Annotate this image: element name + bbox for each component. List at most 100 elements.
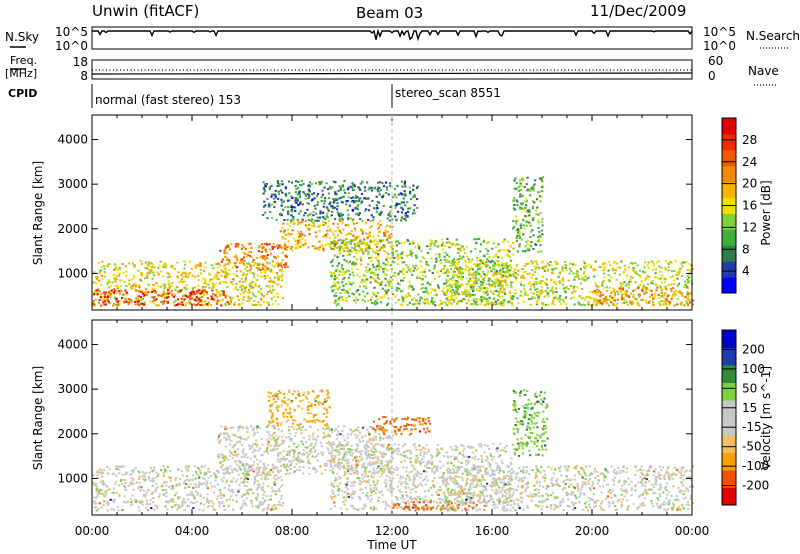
power-echo-cell <box>330 247 333 250</box>
power-echo-cell <box>320 212 323 214</box>
velocity-echo-cell <box>287 429 290 432</box>
velocity-echo-cell <box>225 481 228 484</box>
power-echo-cell <box>672 287 675 289</box>
velocity-echo-cell <box>269 444 272 447</box>
power-echo-cell <box>519 182 522 185</box>
velocity-echo-cell <box>178 482 181 485</box>
velocity-echo-cell <box>391 434 395 437</box>
velocity-echo-cell <box>142 478 145 481</box>
power-echo-cell <box>325 215 328 218</box>
power-echo-cell <box>437 286 441 289</box>
power-echo-cell <box>686 291 689 294</box>
power-echo-cell <box>522 219 525 222</box>
power-echo-cell <box>525 224 528 227</box>
power-echo-cell <box>341 274 344 276</box>
velocity-echo-cell <box>138 481 141 484</box>
power-echo-cell <box>664 298 668 301</box>
power-echo-cell <box>518 245 521 248</box>
power-echo-cell <box>522 250 525 253</box>
velocity-echo-cell <box>168 485 171 488</box>
power-echo-cell <box>543 281 547 284</box>
power-echo-cell <box>521 202 524 205</box>
power-echo-cell <box>318 181 321 184</box>
power-echo-cell <box>261 266 264 269</box>
power-echo-cell <box>505 284 508 287</box>
power-echo-cell <box>298 195 301 198</box>
velocity-echo-cell <box>294 431 298 434</box>
power-echo-cell <box>618 273 621 276</box>
nsky-trace <box>92 28 693 42</box>
power-echo-cell <box>607 260 610 263</box>
power-echo-cell <box>415 186 418 189</box>
power-echo-cell <box>367 243 371 246</box>
power-echo-cell <box>219 249 222 252</box>
power-echo-cell <box>496 277 499 280</box>
velocity-echo-cell <box>165 495 168 498</box>
power-echo-cell <box>333 245 336 248</box>
power-echo-cell <box>340 232 343 234</box>
power-echo-cell <box>146 264 149 266</box>
power-echo-cell <box>115 291 118 294</box>
power-echo-cell <box>516 273 519 276</box>
power-echo-cell <box>109 284 112 287</box>
power-echo-cell <box>217 262 220 265</box>
power-echo-cell <box>632 269 635 272</box>
velocity-echo-cell <box>241 505 244 508</box>
power-echo-cell <box>138 286 141 289</box>
power-echo-cell <box>425 263 428 266</box>
power-echo-cell <box>418 247 421 250</box>
power-echo-cell <box>382 262 385 265</box>
power-echo-cell <box>184 304 187 307</box>
power-echo-cell <box>345 290 348 293</box>
power-echo-cell <box>599 295 602 298</box>
power-echo-cell <box>356 267 359 270</box>
power-echo-cell <box>142 292 145 295</box>
power-echo-cell <box>576 275 579 278</box>
power-echo-cell <box>116 287 120 290</box>
power-echo-cell <box>183 280 186 283</box>
power-echo-cell <box>540 282 543 285</box>
power-echo-cell <box>395 203 398 206</box>
power-echo-cell <box>235 257 238 260</box>
power-echo-cell <box>299 241 302 244</box>
power-echo-cell <box>201 300 204 303</box>
power-echo-cell <box>443 255 446 258</box>
power-echo-cell <box>554 283 557 286</box>
power-echo-cell <box>365 241 368 244</box>
velocity-echo-cell <box>342 456 345 459</box>
velocity-echo-cell <box>106 501 109 504</box>
velocity-echo-cell <box>180 470 184 473</box>
velocity-echo-cell <box>280 442 284 445</box>
power-echo-cell <box>360 192 364 195</box>
power-echo-cell <box>292 237 296 240</box>
velocity-echo-cell <box>246 430 249 433</box>
power-echo-cell <box>376 243 379 245</box>
power-echo-cell <box>215 263 218 266</box>
power-echo-cell <box>355 238 358 241</box>
power-echo-cell <box>610 292 613 294</box>
power-echo-cell <box>270 216 274 219</box>
power-echo-cell <box>297 204 300 206</box>
power-echo-cell <box>143 291 147 294</box>
power-echo-cell <box>201 303 204 306</box>
velocity-echo-cell <box>385 437 388 440</box>
velocity-echo-cell <box>184 479 187 482</box>
power-echo-cell <box>170 289 173 292</box>
power-echo-cell <box>632 295 635 298</box>
power-echo-cell <box>582 260 585 263</box>
power-echo-cell <box>310 212 313 215</box>
velocity-echo-cell <box>220 425 223 428</box>
power-echo-cell <box>533 201 536 204</box>
power-echo-cell <box>472 298 475 301</box>
power-echo-cell <box>541 275 544 278</box>
velocity-echo-cell <box>142 493 145 496</box>
velocity-echo-cell <box>273 483 276 486</box>
power-echo-cell <box>671 295 674 298</box>
power-echo-cell <box>403 296 406 299</box>
power-echo-cell <box>458 272 461 275</box>
power-echo-cell <box>483 298 486 301</box>
power-echo-cell <box>391 218 394 221</box>
power-echo-cell <box>282 222 285 225</box>
power-echo-cell <box>348 204 351 207</box>
power-echo-cell <box>636 287 640 290</box>
